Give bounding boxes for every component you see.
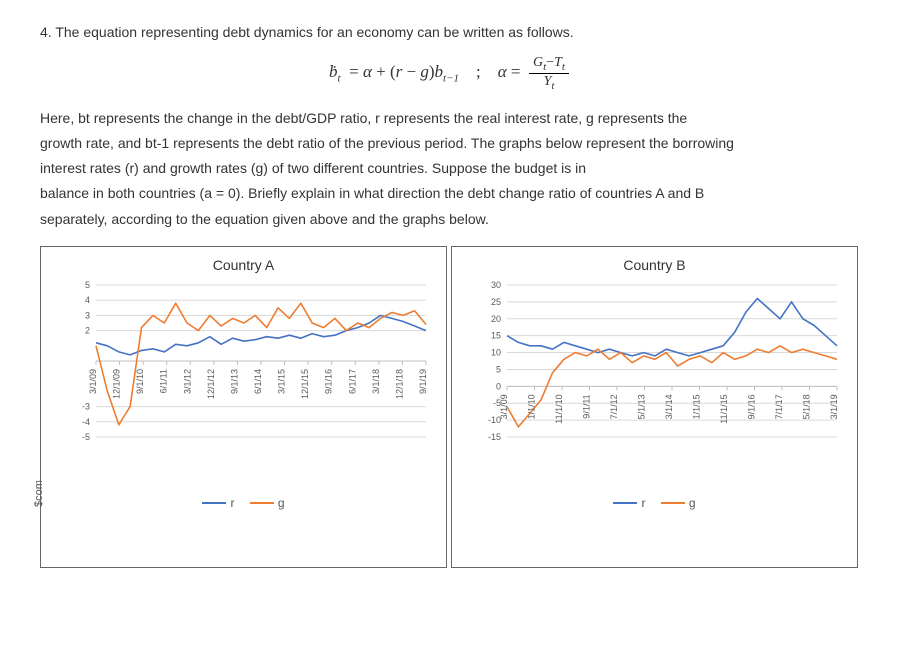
svg-text:20: 20 xyxy=(490,313,500,323)
legend-g: g xyxy=(661,496,696,510)
svg-text:3/1/09: 3/1/09 xyxy=(499,394,509,419)
svg-text:7/1/12: 7/1/12 xyxy=(609,394,619,419)
question-intro: The equation representing debt dynamics … xyxy=(55,24,573,40)
svg-text:-3: -3 xyxy=(81,401,89,411)
body-line-2: growth rate, and bt-1 represents the deb… xyxy=(40,135,734,151)
svg-text:6/1/14: 6/1/14 xyxy=(253,369,263,394)
chart-a-title: Country A xyxy=(41,247,446,277)
svg-text:5: 5 xyxy=(495,364,500,374)
svg-text:6/1/17: 6/1/17 xyxy=(347,369,357,394)
svg-text:3/1/19: 3/1/19 xyxy=(829,394,839,419)
chart-b-svg: -15-10-50510152025303/1/091/1/1011/1/109… xyxy=(465,277,845,487)
body-line-4: balance in both countries (a = 0). Brief… xyxy=(40,185,704,201)
svg-text:3/1/09: 3/1/09 xyxy=(88,369,98,394)
svg-text:-15: -15 xyxy=(487,432,500,442)
svg-text:1/1/10: 1/1/10 xyxy=(526,394,536,419)
chart-b-legend: r g xyxy=(452,487,857,516)
legend-r-label: r xyxy=(230,496,234,510)
debt-equation: ḃt = α + (r − g)bt−1 ; α = Gt−Tt Yt xyxy=(40,55,858,92)
svg-text:9/1/16: 9/1/16 xyxy=(323,369,333,394)
svg-text:12/1/12: 12/1/12 xyxy=(205,369,215,399)
svg-text:9/1/11: 9/1/11 xyxy=(581,394,591,418)
svg-text:4: 4 xyxy=(84,295,89,305)
svg-text:15: 15 xyxy=(490,330,500,340)
body-line-3: interest rates (r) and growth rates (g) … xyxy=(40,160,586,176)
svg-text:3: 3 xyxy=(84,310,89,320)
chart-a-box: $com Country A -5-4-323453/1/0912/1/099/… xyxy=(40,246,447,568)
question-block: 4. The equation representing debt dynami… xyxy=(40,20,858,45)
chart-a-legend: r g xyxy=(41,487,446,516)
legend-r: r xyxy=(202,496,234,510)
svg-text:1/1/15: 1/1/15 xyxy=(691,394,701,419)
svg-text:25: 25 xyxy=(490,297,500,307)
svg-text:5: 5 xyxy=(84,280,89,290)
charts-row: $com Country A -5-4-323453/1/0912/1/099/… xyxy=(40,246,858,568)
svg-text:5/1/18: 5/1/18 xyxy=(801,394,811,419)
svg-text:3/1/15: 3/1/15 xyxy=(276,369,286,394)
svg-text:2: 2 xyxy=(84,325,89,335)
svg-text:9/1/19: 9/1/19 xyxy=(418,369,428,394)
legend-g-label: g xyxy=(278,496,285,510)
svg-text:-5: -5 xyxy=(81,432,89,442)
svg-text:30: 30 xyxy=(490,280,500,290)
legend-g-label: g xyxy=(689,496,696,510)
svg-text:3/1/14: 3/1/14 xyxy=(664,394,674,419)
svg-text:12/1/15: 12/1/15 xyxy=(300,369,310,399)
svg-text:7/1/17: 7/1/17 xyxy=(774,394,784,419)
svg-text:9/1/16: 9/1/16 xyxy=(746,394,756,419)
question-number: 4. xyxy=(40,24,52,40)
chart-a-svg: -5 -4 -3 2 3 4 5 3/1/09 12/1/09 9/1/10 6/1/11 3/1/1… xyxy=(54,277,434,487)
svg-text:5/1/13: 5/1/13 xyxy=(636,394,646,419)
svg-text:9/1/10: 9/1/10 xyxy=(135,369,145,394)
body-line-1: Here, bt represents the change in the de… xyxy=(40,110,687,126)
svg-text:0: 0 xyxy=(495,381,500,391)
legend-r-label: r xyxy=(641,496,645,510)
question-body: Here, bt represents the change in the de… xyxy=(40,106,858,232)
svg-text:12/1/18: 12/1/18 xyxy=(394,369,404,399)
chart-b-box: Country B -15-10-50510152025303/1/091/1/… xyxy=(451,246,858,568)
svg-text:11/1/10: 11/1/10 xyxy=(554,394,564,423)
svg-text:6/1/11: 6/1/11 xyxy=(158,369,168,393)
body-line-5: separately, according to the equation gi… xyxy=(40,211,489,227)
svg-text:3/1/18: 3/1/18 xyxy=(370,369,380,394)
legend-r: r xyxy=(613,496,645,510)
legend-g: g xyxy=(250,496,285,510)
svg-text:9/1/13: 9/1/13 xyxy=(229,369,239,394)
svg-text:11/1/15: 11/1/15 xyxy=(719,394,729,423)
svg-text:12/1/09: 12/1/09 xyxy=(111,369,121,399)
svg-text:3/1/12: 3/1/12 xyxy=(182,369,192,394)
side-label: $com xyxy=(33,480,45,507)
svg-text:10: 10 xyxy=(490,347,500,357)
svg-text:-4: -4 xyxy=(81,417,89,427)
chart-b-title: Country B xyxy=(452,247,857,277)
